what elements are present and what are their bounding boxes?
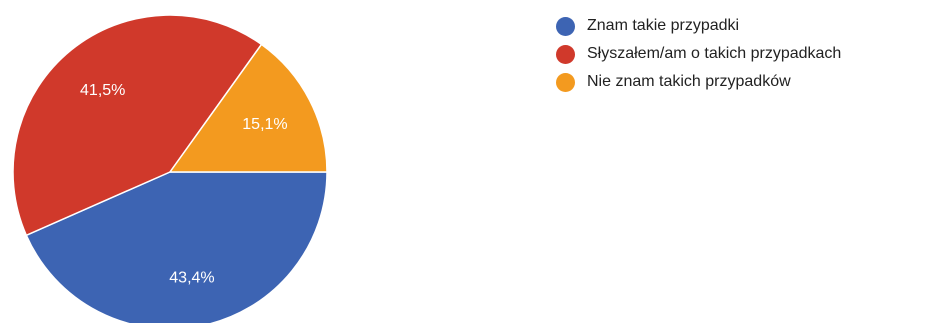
pie-slice-znam[interactable] [25,171,328,323]
legend-label-nie-znam: Nie znam takich przypadków [587,73,791,90]
slice-label-nie-znam: 15,1% [242,116,287,133]
legend-item-slyszalem[interactable]: Słyszałem/am o takich przypadkach [556,40,841,68]
chart-legend: Znam takie przypadki Słyszałem/am o taki… [556,12,841,96]
slice-label-znam: 43,4% [169,269,214,286]
legend-label-slyszalem: Słyszałem/am o takich przypadkach [587,45,842,62]
legend-swatch-slyszalem [556,44,575,64]
pie-slice-nie-znam[interactable] [168,43,328,173]
legend-item-nie-znam[interactable]: Nie znam takich przypadków [556,68,841,96]
legend-swatch-nie-znam [556,72,575,92]
legend-swatch-znam [556,16,575,36]
pie-slice-slyszalem[interactable] [12,14,263,237]
slice-label-slyszalem: 41,5% [80,82,125,99]
legend-label-znam: Znam takie przypadki [587,17,740,34]
legend-item-znam[interactable]: Znam takie przypadki [556,12,841,40]
